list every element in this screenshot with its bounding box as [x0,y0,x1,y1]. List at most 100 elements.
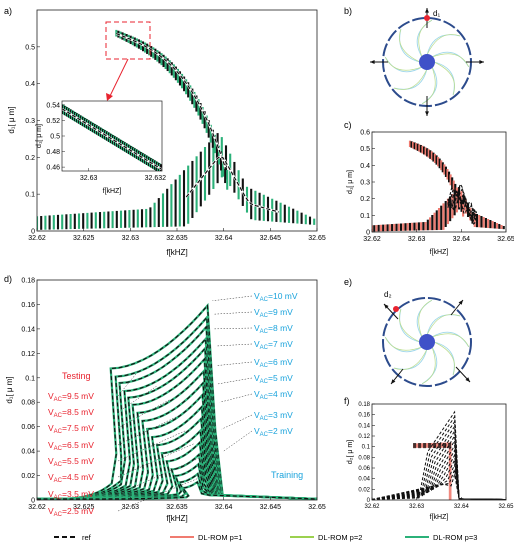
ref-curve [37,463,317,500]
legend-label: ref [82,533,92,542]
spring-beam [418,19,432,58]
inset-ytick-label: 0.54 [46,102,60,109]
chart-a-xtick-label: 32.64 [215,235,233,242]
inset-ytick-label: 0.52 [46,118,60,125]
chart-f-ytick-label: 0.04 [358,477,370,483]
chart-f-xtick-label: 32.64 [454,504,470,510]
spring-beam [399,308,421,343]
diagram-b-body [370,8,484,116]
chart-d-voltage-labels: VAC=9.5 mV VAC=8.5 mV VAC=7.5 mV VAC=6.5 mV… [48,291,298,518]
inset-ylabel: d₁[ μ m] [36,124,43,148]
voltage-label: VAC=3 mV [254,410,293,422]
chart-d-xtick-label: 32.625 [73,504,95,511]
panel-label-f: f) [344,396,350,406]
panel-label-a: a) [4,6,12,16]
spring-beam [399,308,421,343]
chart-a-ticks: 32.62 32.625 32.63 32.635 32.64 32.645 32.65 0 0… [25,44,326,242]
chart-f-ticks: 32.62 32.63 32.64 32.65 0 0.02 0.04 0.06 0.08 0.1… [358,402,514,510]
chart-f-ytick-label: 0.16 [358,413,370,419]
chart-f-ylabel: d₂[ μ m] [347,440,354,464]
spring-beam [399,28,421,63]
chart-f: 32.62 32.63 32.64 32.65 0 0.02 0.04 0.06 0.08 0.1… [347,402,514,521]
leader-line [212,295,253,302]
chart-d-ytick-label: 0.14 [21,326,35,333]
leader-line [117,430,187,462]
resonator-hub [419,54,435,70]
spring-beam [433,341,455,376]
training-label: Training [271,470,303,480]
ref-curve [372,429,506,500]
ref-curve [447,193,478,226]
panel-label-e: e) [344,277,352,287]
chart-c-ytick-label: 0.2 [360,196,370,203]
ref-curve [116,33,227,169]
chart-d-leaders [117,295,253,512]
ref-curve [62,108,162,170]
chart-d-xtick-label: 32.635 [166,504,188,511]
chart-c-xtick-label: 32.63 [408,236,426,243]
spring-beam [426,34,461,56]
spring-beam [384,57,423,71]
force-arrowhead [465,377,470,382]
voltage-label: VAC=5.5 mV [48,456,94,468]
chart-d-ytick-label: 0.12 [21,351,35,358]
ref-curve [372,474,506,500]
measure-point [393,306,399,312]
chart-a-xtick-label: 32.63 [122,235,140,242]
voltage-label: VAC=10 mV [254,291,298,303]
voltage-label: VAC=9 mV [254,307,293,319]
inset-band [62,104,162,171]
testing-label: Testing [62,371,91,381]
inset-ticks: 32.63 32.632 0.46 0.48 0.5 0.52 0.54 [46,102,166,182]
chart-f-ytick-label: 0.06 [358,466,370,472]
chart-d-ytick-label: 0.04 [21,449,35,456]
voltage-label: VAC=9.5 mV [48,391,94,403]
chart-a-inset: 32.63 32.632 0.46 0.48 0.5 0.52 0.54 f[kHZ] d₁… [36,100,166,195]
chart-d-ytick-label: 0.02 [21,473,35,480]
force-arrowhead [391,379,396,384]
chart-c-xtick-label: 32.64 [453,236,471,243]
inset-ytick-label: 0.5 [50,134,60,141]
chart-f-ytick-label: 0.12 [358,434,370,440]
chart-f-ytick-label: 0 [367,498,371,504]
ref-curve [372,424,506,500]
force-arrowhead [384,304,389,309]
spring-beam [421,66,438,105]
ref-curve [372,410,506,500]
voltage-label: VAC=7 mV [254,339,293,351]
ref-curve [447,188,478,219]
chart-f-xtick-label: 32.65 [498,504,514,510]
chart-c-ytick-label: 0 [366,230,370,237]
chart-a-xlabel: f[kHZ] [166,248,187,257]
panel-label-d: d) [4,274,12,284]
chart-f-ytick-label: 0.1 [362,445,371,451]
voltage-label: VAC=2 mV [254,426,293,438]
inset-xlabel: f[kHZ] [103,188,122,195]
chart-d: 32.62 32.625 32.63 32.635 32.64 32.645 32.65 0 0… [5,278,326,524]
chart-a-xtick-label: 32.62 [28,235,46,242]
chart-f-ytick-label: 0.08 [358,455,370,461]
spring-beam [393,68,428,90]
chart-a-xtick-label: 32.625 [73,235,95,242]
ref-curve [372,453,506,500]
spring-beam [393,348,428,370]
ref-curve [185,156,279,213]
chart-d-ytick-label: 0.1 [25,375,35,382]
spring-beam [433,61,455,96]
chart-d-xtick-label: 32.62 [28,504,46,511]
chart-a-ytick-label: 0.3 [25,118,35,125]
ref-curve [37,381,317,500]
chart-a-xtick-label: 32.635 [166,235,188,242]
spring-beam [433,341,455,376]
leader-line [214,327,253,330]
voltage-label: VAC=8 mV [254,323,293,335]
leader-line [218,377,253,385]
leader-line [117,475,206,512]
zoom-arrow [109,58,129,97]
ref-curve [372,415,506,500]
resonator-diagram-b: d₁ [370,8,484,116]
ref-curve [372,439,506,500]
leader-line [216,343,253,347]
chart-a-ytick-label: 0.2 [25,155,35,162]
resonator-ring [382,297,472,387]
